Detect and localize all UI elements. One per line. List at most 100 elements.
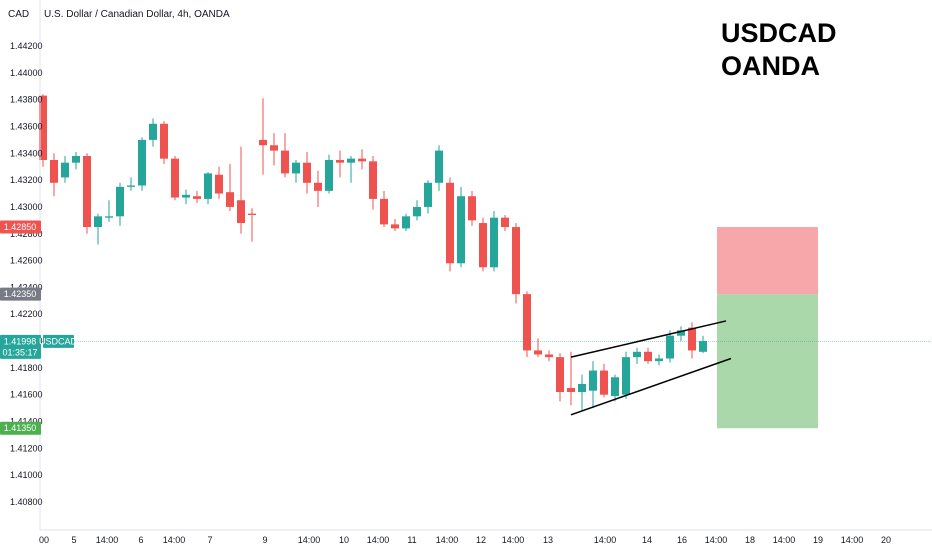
candle[interactable]	[358, 149, 366, 170]
candle[interactable]	[314, 170, 322, 207]
candle[interactable]	[237, 146, 245, 234]
candle-body	[523, 294, 531, 351]
candle[interactable]	[391, 219, 399, 232]
time-tick-label: 10	[339, 535, 349, 545]
candle[interactable]	[380, 190, 388, 228]
candle[interactable]	[127, 177, 135, 191]
candle-body	[633, 351, 641, 358]
candle[interactable]	[699, 335, 707, 354]
candle[interactable]	[523, 291, 531, 358]
price-axis-symbol: CAD	[8, 9, 29, 20]
time-tick-label: 20	[881, 535, 891, 545]
candle[interactable]	[105, 200, 113, 222]
candle-body	[50, 160, 58, 183]
price-axis[interactable]: 1.44200 1.44000 1.43800 1.43600 1.43400 1.432…	[10, 41, 43, 507]
candle[interactable]	[336, 150, 344, 178]
price-tick-label: 1.41400	[10, 417, 43, 427]
candle[interactable]	[281, 133, 289, 178]
time-tick-label: 14:00	[367, 535, 390, 545]
candle[interactable]	[94, 213, 102, 245]
candle[interactable]	[622, 351, 630, 399]
candle-body	[160, 123, 168, 159]
candle[interactable]	[567, 351, 575, 406]
svg-text:1.41350: 1.41350	[4, 423, 37, 433]
candle[interactable]	[644, 347, 652, 364]
candle[interactable]	[677, 326, 685, 342]
take-profit-zone[interactable]	[717, 294, 818, 429]
candle[interactable]	[226, 164, 234, 211]
candle[interactable]	[149, 118, 157, 147]
candle[interactable]	[589, 361, 597, 409]
chart-title: U.S. Dollar / Canadian Dollar, 4h, OANDA	[44, 9, 230, 20]
candle[interactable]	[490, 210, 498, 272]
position-tool[interactable]	[717, 227, 818, 429]
candle[interactable]	[501, 214, 509, 232]
candle[interactable]	[633, 347, 641, 364]
candlestick-series[interactable]	[39, 94, 707, 411]
candle-body	[699, 341, 707, 352]
candle[interactable]	[347, 155, 355, 183]
ascending-channel[interactable]	[570, 320, 732, 416]
price-tick-label: 1.41800	[10, 363, 43, 373]
candle[interactable]	[116, 182, 124, 226]
candle-body	[105, 216, 113, 218]
time-tick-label: 14:00	[594, 535, 617, 545]
candle[interactable]	[204, 172, 212, 205]
candle[interactable]	[556, 353, 564, 402]
candle[interactable]	[182, 189, 190, 205]
candle[interactable]	[325, 154, 333, 194]
candle-body	[314, 182, 322, 191]
candle[interactable]	[171, 155, 179, 201]
candle-body	[182, 194, 190, 198]
time-tick-label: 14:00	[298, 535, 321, 545]
candle-body	[358, 158, 366, 162]
candle[interactable]	[160, 121, 168, 165]
candle[interactable]	[435, 145, 443, 191]
candle-body	[578, 383, 586, 393]
time-tick-label: 14	[642, 535, 652, 545]
candle[interactable]	[578, 374, 586, 411]
stop-loss-zone[interactable]	[717, 227, 818, 295]
time-tick-label: 16	[677, 535, 687, 545]
candle[interactable]	[83, 153, 91, 234]
candle[interactable]	[479, 217, 487, 272]
candle[interactable]	[248, 208, 256, 242]
candle[interactable]	[534, 338, 542, 358]
candle-body	[501, 217, 509, 228]
candle[interactable]	[611, 374, 619, 402]
candle[interactable]	[457, 186, 465, 268]
candle[interactable]	[600, 363, 608, 398]
channel-lower-line[interactable]	[570, 357, 732, 416]
candle[interactable]	[413, 200, 421, 221]
candle-body	[556, 357, 564, 393]
candle[interactable]	[666, 330, 674, 363]
candle[interactable]	[138, 137, 146, 191]
candle[interactable]	[193, 190, 201, 203]
candle[interactable]	[72, 151, 80, 170]
candle[interactable]	[655, 354, 663, 366]
candle[interactable]	[39, 94, 47, 167]
candle[interactable]	[512, 223, 520, 304]
candle[interactable]	[61, 155, 69, 183]
candle-body	[413, 206, 421, 217]
candle[interactable]	[402, 213, 410, 232]
candle[interactable]	[303, 151, 311, 194]
candle[interactable]	[259, 98, 267, 175]
candle[interactable]	[424, 180, 432, 214]
candle[interactable]	[468, 190, 476, 226]
candle-body	[237, 200, 245, 224]
candle-body	[83, 155, 91, 228]
candle[interactable]	[292, 160, 300, 183]
candle[interactable]	[50, 153, 58, 197]
candle[interactable]	[369, 155, 377, 210]
candle[interactable]	[446, 177, 454, 272]
candle[interactable]	[215, 166, 223, 199]
candle-body	[369, 161, 377, 199]
candle[interactable]	[270, 133, 278, 166]
candle[interactable]	[545, 350, 553, 362]
price-tick-label: 1.44200	[10, 41, 43, 51]
candle-body	[380, 198, 388, 225]
channel-upper-line[interactable]	[570, 320, 727, 358]
time-axis[interactable]: 00 5 14:00 6 14:00 7 9 14:00 10 14:00 11 14:00 12 14:…	[39, 535, 891, 545]
